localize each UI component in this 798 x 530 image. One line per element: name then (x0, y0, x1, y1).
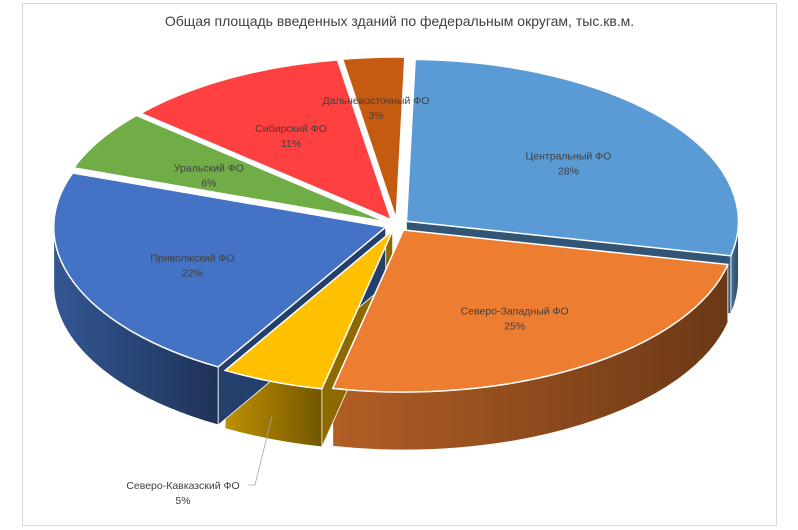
chart-area (22, 3, 777, 526)
slice-label-4: Уральский ФО (174, 162, 244, 174)
slice-label-6: Дальневосточный ФО (323, 95, 430, 107)
pie-slice-Северо-Кавказский ФО (223, 230, 394, 390)
slice-percent-3: 22% (182, 268, 203, 280)
slice-label-3: Приволжский ФО (150, 253, 234, 265)
pie-slice-Северо-Западный ФО (331, 229, 729, 393)
pie-slice-Дальневосточный ФО (341, 56, 406, 220)
pie-slice-Центральный ФО (405, 58, 740, 257)
chart-title: Общая площадь введенных зданий по федера… (164, 13, 635, 29)
slice-percent-1: 25% (504, 321, 525, 333)
pie-slice-Приволжский ФО (53, 172, 388, 368)
slice-label-2: Северо-Кавказский ФО (126, 480, 239, 492)
slice-percent-6: 3% (368, 110, 383, 122)
slice-label-0: Центральный ФО (526, 150, 612, 162)
slice-label-5: Сибирский ФО (255, 123, 327, 135)
slice-label-1: Северо-Западный ФО (461, 306, 569, 318)
pie-slice-Уральский ФО (72, 114, 387, 223)
slice-percent-4: 6% (201, 177, 216, 189)
slice-percent-2: 5% (175, 495, 190, 507)
slice-percent-5: 11% (281, 138, 301, 150)
pie-slice-Сибирский ФО (139, 59, 393, 222)
slice-percent-0: 28% (558, 165, 579, 177)
leader-line-2 (248, 416, 273, 486)
